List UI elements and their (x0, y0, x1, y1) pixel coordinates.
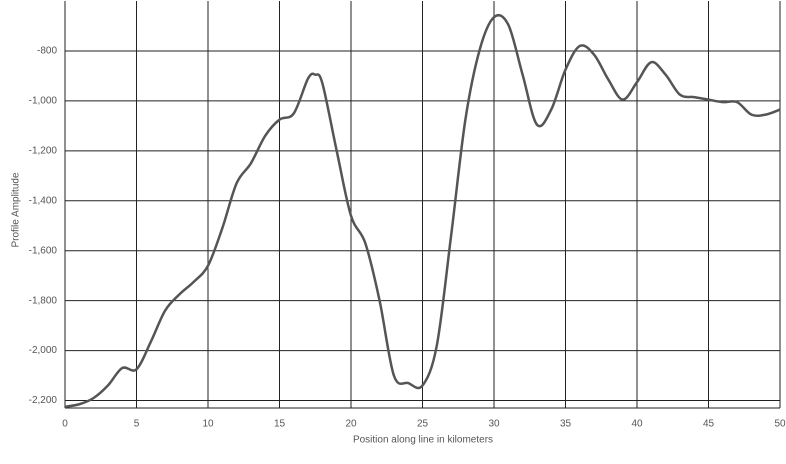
data-line (64, 13, 781, 408)
y-axis-label: Profile Amplitude (11, 172, 22, 247)
y-tick-label: -800 (37, 46, 57, 57)
x-tick-label: 35 (560, 419, 572, 430)
x-tick-label: 25 (417, 419, 429, 430)
y-tick-label: -1,800 (29, 295, 58, 306)
y-tick-label: -1,400 (29, 195, 58, 206)
y-tick-label: -2,200 (29, 395, 58, 406)
x-tick-label: 40 (631, 419, 643, 430)
x-tick-label: 10 (202, 419, 214, 430)
x-tick-label: 5 (134, 419, 140, 430)
x-tick-label: 50 (774, 419, 786, 430)
y-tick-label: -1,000 (29, 96, 58, 107)
x-axis-label: Position along line in kilometers (353, 435, 493, 446)
x-tick-label: 20 (345, 419, 357, 430)
y-tick-label: -1,600 (29, 245, 58, 256)
y-tick-label: -2,000 (29, 345, 58, 356)
y-tick-label: -1,200 (29, 145, 58, 156)
x-tick-label: 45 (703, 419, 715, 430)
x-tick-label: 30 (488, 419, 500, 430)
x-tick-label: 0 (62, 419, 68, 430)
x-tick-label: 15 (274, 419, 286, 430)
